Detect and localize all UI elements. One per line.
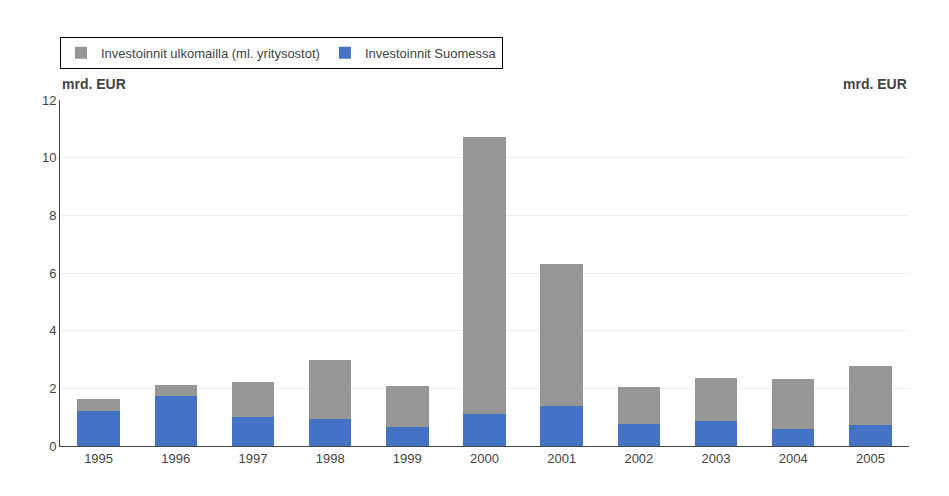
svg-text:mrd. EUR: mrd. EUR [843, 76, 907, 92]
svg-text:2004: 2004 [779, 451, 808, 466]
svg-text:2000: 2000 [470, 451, 499, 466]
svg-text:6: 6 [49, 266, 56, 281]
svg-text:1995: 1995 [84, 451, 113, 466]
svg-text:4: 4 [49, 323, 56, 338]
svg-text:2005: 2005 [856, 451, 885, 466]
svg-text:8: 8 [49, 208, 56, 223]
svg-text:2001: 2001 [547, 451, 576, 466]
svg-text:1996: 1996 [161, 451, 190, 466]
svg-text:Investoinnit Suomessa: Investoinnit Suomessa [365, 46, 497, 61]
svg-text:12: 12 [42, 93, 56, 108]
svg-text:1998: 1998 [316, 451, 345, 466]
svg-text:1999: 1999 [393, 451, 422, 466]
svg-text:2002: 2002 [624, 451, 653, 466]
svg-text:2003: 2003 [702, 451, 731, 466]
svg-text:2: 2 [49, 381, 56, 396]
svg-text:mrd. EUR: mrd. EUR [62, 76, 126, 92]
svg-text:10: 10 [42, 150, 56, 165]
svg-text:1997: 1997 [238, 451, 267, 466]
svg-text:0: 0 [49, 439, 56, 454]
svg-text:Investoinnit ulkomailla (ml. y: Investoinnit ulkomailla (ml. yritysostot… [101, 46, 320, 61]
